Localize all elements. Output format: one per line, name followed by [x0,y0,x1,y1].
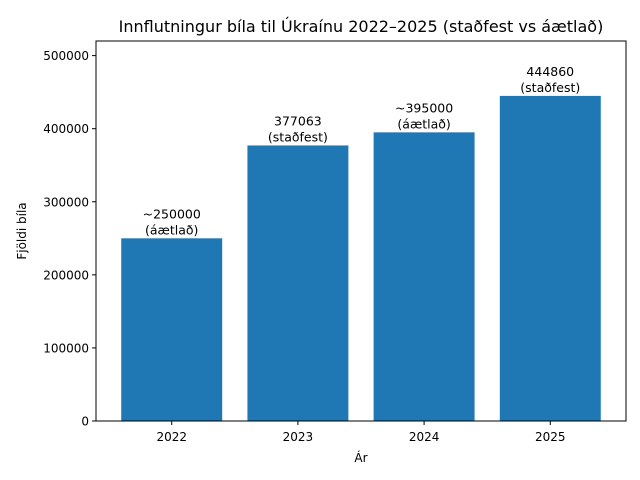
y-tick-label: 100000 [43,341,89,355]
data-label-line: 444860 [526,64,574,79]
data-label-line: (áætlað) [145,222,198,237]
x-tick-label: 2023 [283,430,314,444]
data-label-2024: ~395000 (áætlað) [395,100,453,131]
bar-2023 [247,145,349,421]
bar-2024 [373,132,475,421]
data-label-line: ~395000 [395,100,453,115]
data-labels-group: ~250000 (áætlað)377063 (staðfest)~395000 (á… [143,64,581,237]
bars-group [121,95,601,421]
data-label-line: (áætlað) [397,116,450,131]
data-label-2022: ~250000 (áætlað) [143,206,201,237]
bar-2025 [499,95,601,421]
y-axis-label: Fjöldi bíla [15,202,29,259]
data-label-line: 377063 [274,113,322,128]
data-label-line: (staðfest) [268,129,328,144]
data-label-2025: 444860 (staðfest) [520,64,580,95]
x-tick-label: 2025 [535,430,566,444]
x-tick-label: 2022 [156,430,187,444]
data-label-2023: 377063 (staðfest) [268,113,328,144]
y-axis: 0 100000 200000 300000 400000 500000 [43,49,96,429]
plot-frame [95,40,627,422]
y-tick-label: 300000 [43,195,89,209]
y-tick-label: 400000 [43,122,89,136]
x-tick-label: 2024 [409,430,440,444]
data-label-line: ~250000 [143,206,201,221]
data-label-line: (staðfest) [520,80,580,95]
bar-2022 [121,238,223,421]
y-tick-label: 500000 [43,49,89,63]
y-tick-label: 200000 [43,268,89,282]
x-axis-label: Ár [354,450,367,465]
y-tick-label: 0 [81,415,89,429]
x-axis: 2022 2023 2024 2025 [156,421,566,444]
chart-title: Innflutningur bíla til Úkraínu 2022–2025… [119,17,604,36]
